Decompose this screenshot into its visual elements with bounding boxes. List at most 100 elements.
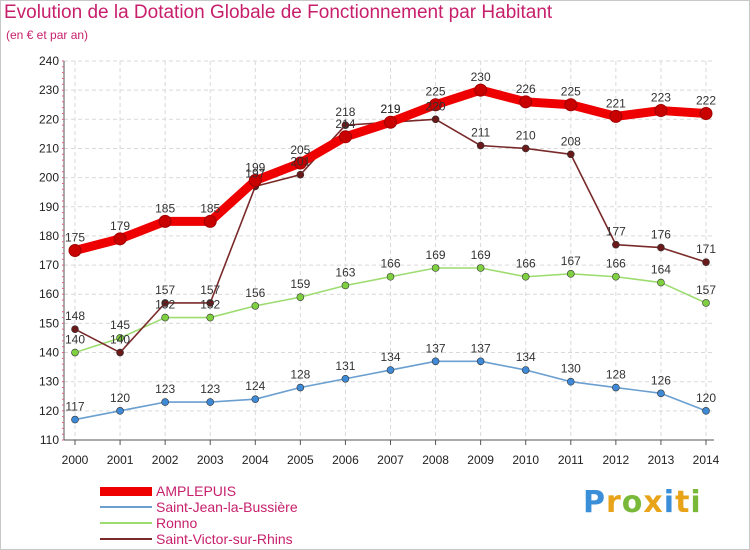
data-point xyxy=(251,395,260,403)
legend-swatch xyxy=(100,522,152,524)
y-tick-label: 190 xyxy=(39,200,59,214)
legend-label: Ronno xyxy=(156,515,198,531)
y-tick-label: 160 xyxy=(39,287,59,301)
data-label: 185 xyxy=(155,201,175,215)
data-point xyxy=(161,398,169,406)
data-point xyxy=(657,389,665,398)
data-point xyxy=(251,302,260,310)
logo-letter: r xyxy=(606,485,622,520)
data-point xyxy=(113,232,127,246)
data-point xyxy=(566,377,575,386)
data-point xyxy=(609,109,623,123)
data-label: 134 xyxy=(516,350,536,364)
data-label: 166 xyxy=(516,257,536,271)
data-label: 223 xyxy=(651,91,671,105)
data-label: 124 xyxy=(245,379,265,393)
data-label: 175 xyxy=(65,231,85,245)
x-tick-label: 2013 xyxy=(648,453,675,467)
y-tick-label: 230 xyxy=(39,83,59,97)
data-point xyxy=(71,325,79,334)
data-label: 214 xyxy=(335,117,355,131)
data-label: 219 xyxy=(380,102,400,116)
logo-letter: t xyxy=(675,485,691,520)
data-point xyxy=(429,98,443,112)
data-point xyxy=(474,83,488,97)
data-label: 166 xyxy=(380,257,400,271)
logo-letter: o xyxy=(621,485,644,520)
y-tick-label: 180 xyxy=(39,229,59,243)
data-label: 205 xyxy=(290,143,310,157)
data-label: 176 xyxy=(651,228,671,242)
y-tick-label: 120 xyxy=(39,404,59,418)
data-point xyxy=(519,95,533,109)
data-label: 218 xyxy=(335,105,355,119)
data-label: 208 xyxy=(561,134,581,148)
data-label: 117 xyxy=(65,400,84,414)
legend-label: Saint-Victor-sur-Rhins xyxy=(156,531,293,547)
y-tick-label: 170 xyxy=(39,258,59,272)
data-point xyxy=(612,240,620,249)
data-point xyxy=(566,150,575,159)
data-label: 131 xyxy=(335,359,355,373)
data-point xyxy=(476,264,485,272)
data-point xyxy=(293,156,307,170)
data-point xyxy=(386,272,395,281)
data-point xyxy=(702,299,710,307)
data-label: 199 xyxy=(245,161,265,175)
data-point xyxy=(431,357,440,366)
data-point xyxy=(203,214,217,228)
data-label: 123 xyxy=(200,382,220,396)
x-tick-label: 2010 xyxy=(512,453,539,467)
data-label: 179 xyxy=(110,219,130,233)
data-label: 145 xyxy=(110,318,130,332)
data-label: 177 xyxy=(606,225,626,239)
data-point xyxy=(521,272,530,281)
data-point xyxy=(161,299,169,307)
data-point xyxy=(702,258,710,266)
data-point xyxy=(296,170,305,179)
data-point xyxy=(116,348,124,357)
legend-label: Saint-Jean-la-Bussière xyxy=(156,499,298,515)
data-point xyxy=(341,121,350,129)
data-point xyxy=(431,115,440,124)
data-label: 123 xyxy=(155,382,175,396)
y-tick-label: 220 xyxy=(39,112,59,126)
data-point xyxy=(612,383,620,392)
data-label: 152 xyxy=(155,298,175,312)
data-label: 171 xyxy=(696,242,716,256)
x-tick-label: 2004 xyxy=(242,453,269,467)
y-tick-label: 130 xyxy=(39,375,59,389)
data-point xyxy=(206,313,215,322)
data-point xyxy=(248,174,262,188)
logo-letter: P xyxy=(583,485,606,520)
data-label: 222 xyxy=(696,93,716,107)
data-point xyxy=(206,299,215,307)
data-point xyxy=(657,243,665,252)
data-point xyxy=(476,141,485,150)
x-tick-label: 2002 xyxy=(152,453,179,467)
data-label: 210 xyxy=(516,128,536,142)
data-label: 163 xyxy=(335,265,355,279)
data-point xyxy=(702,407,710,415)
data-point xyxy=(564,98,578,112)
legend-swatch xyxy=(100,486,152,496)
x-tick-label: 2009 xyxy=(467,453,494,467)
data-label: 137 xyxy=(471,341,491,355)
data-label: 157 xyxy=(200,283,220,297)
x-tick-label: 2008 xyxy=(422,453,449,467)
data-label: 120 xyxy=(696,391,716,405)
x-tick-label: 2001 xyxy=(107,453,134,467)
data-point xyxy=(158,214,172,228)
data-label: 219 xyxy=(380,102,400,116)
x-tick-label: 2003 xyxy=(197,453,224,467)
data-point xyxy=(206,398,215,406)
data-label: 157 xyxy=(155,283,175,297)
x-tick-label: 2012 xyxy=(603,453,630,467)
x-tick-label: 2006 xyxy=(332,453,359,467)
data-point xyxy=(161,313,169,322)
data-label: 167 xyxy=(561,254,581,268)
data-point xyxy=(71,348,79,357)
data-label: 201 xyxy=(290,155,310,169)
data-label: 164 xyxy=(651,263,671,277)
